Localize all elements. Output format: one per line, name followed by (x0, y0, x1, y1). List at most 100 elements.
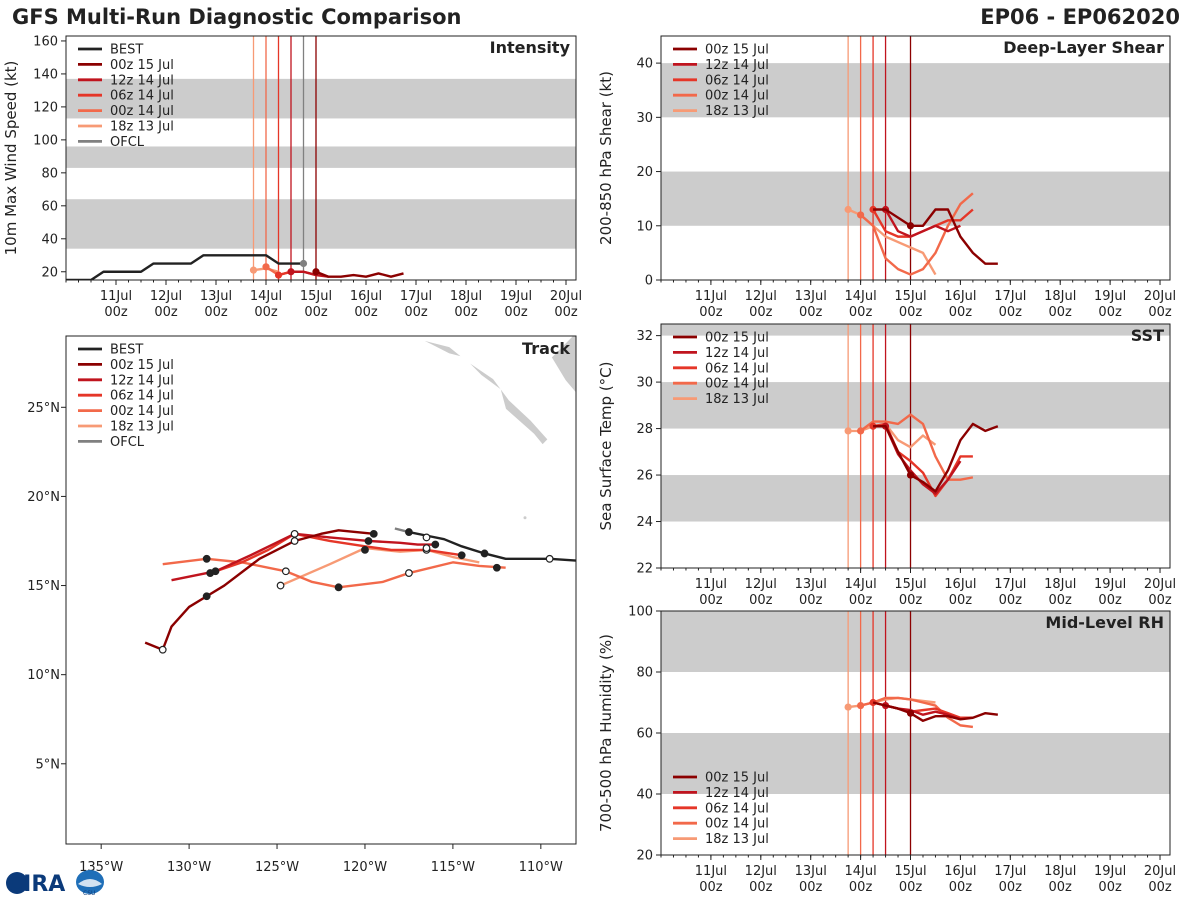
track-legend-label: 18z 13 Jul (110, 420, 174, 435)
track-legend-label: 00z 14 Jul (110, 404, 174, 419)
rh-xtick-label: 00z (1049, 880, 1073, 895)
track-marker (211, 567, 220, 576)
track-marker (276, 581, 285, 590)
rh-title: Mid-Level RH (1045, 613, 1164, 632)
shear-ytick-label: 10 (636, 219, 653, 234)
sst-plot-area (661, 324, 1170, 568)
track-marker (422, 544, 431, 553)
sst-xtick-label: 00z (949, 593, 973, 608)
sst-xtick-label: 19Jul (1094, 577, 1126, 592)
rh-xtick-label: 00z (749, 880, 773, 895)
rh-xtick-label: 19Jul (1094, 864, 1126, 879)
track-marker (202, 592, 211, 601)
track-ytick-label: 20°N (27, 490, 60, 505)
intensity-xtick-label: 13Jul (200, 289, 232, 304)
intensity-band-2 (66, 78, 576, 119)
sst-legend-label: 06z 14 Jul (705, 361, 769, 376)
storm-id: EP06 - EP062020 (980, 5, 1180, 29)
sst-xtick-label: 00z (899, 593, 923, 608)
intensity-series-line (66, 254, 304, 280)
shear-xtick-label: 17Jul (994, 289, 1026, 304)
rh-ytick-label: 80 (636, 666, 653, 681)
rh-panel: 11Jul00z12Jul00z13Jul00z14Jul00z15Jul00z… (597, 605, 1176, 896)
intensity-ytick-label: 140 (33, 67, 58, 82)
track-legend-label: OFCL (110, 435, 145, 450)
track-legend-label: 06z 14 Jul (110, 389, 174, 404)
track-title: Track (522, 339, 570, 358)
shear-series-line (859, 192, 974, 276)
intensity-legend-label: BEST (110, 43, 143, 58)
sst-xtick-label: 00z (999, 593, 1023, 608)
shear-legend-label: 00z 14 Jul (705, 89, 769, 104)
track-ytick-label: 25°N (27, 401, 60, 416)
sst-ylabel: Sea Surface Temp (°C) (597, 361, 615, 530)
shear-xtick-label: 00z (749, 305, 773, 320)
intensity-ytick-label: 160 (33, 34, 58, 49)
rh-band-1 (661, 611, 1170, 672)
track-marker (431, 540, 440, 549)
shear-xtick-label: 12Jul (745, 289, 777, 304)
sst-ytick-label: 30 (636, 376, 653, 391)
intensity-xtick-label: 12Jul (150, 289, 182, 304)
shear-legend-label: 18z 13 Jul (705, 104, 769, 119)
intensity-panel: 11Jul00z12Jul00z13Jul00z14Jul00z15Jul00z… (2, 34, 582, 320)
sst-ytick-label: 28 (636, 422, 653, 437)
logo-small-text: CSU (83, 890, 95, 897)
rh-xtick-label: 00z (699, 880, 723, 895)
shear-ytick-label: 20 (636, 165, 653, 180)
intensity-ytick-label: 80 (41, 166, 58, 181)
sst-xtick-label: 00z (1148, 593, 1172, 608)
intensity-series-marker (312, 268, 320, 276)
track-ytick-label: 10°N (27, 668, 60, 683)
track-line (209, 532, 462, 575)
rh-xtick-label: 00z (949, 880, 973, 895)
sst-series-marker (844, 427, 852, 435)
shear-legend-label: 12z 14 Jul (705, 58, 769, 73)
intensity-xtick-label: 00z (454, 305, 478, 320)
intensity-xtick-label: 15Jul (300, 289, 332, 304)
intensity-band-1 (66, 146, 576, 168)
shear-xtick-label: 00z (999, 305, 1023, 320)
rh-legend-label: 00z 15 Jul (705, 771, 769, 786)
rh-legend-label: 12z 14 Jul (705, 786, 769, 801)
rh-xtick-label: 16Jul (944, 864, 976, 879)
rh-xtick-label: 00z (1098, 880, 1122, 895)
track-marker (158, 645, 167, 654)
rh-series-marker (906, 709, 915, 717)
rh-xtick-label: 18Jul (1044, 864, 1076, 879)
sst-band-2 (661, 324, 1170, 336)
intensity-ytick-label: 60 (41, 199, 58, 214)
shear-legend-label: 00z 15 Jul (705, 43, 769, 58)
rh-series-marker (844, 703, 852, 711)
sst-series-marker (857, 427, 865, 435)
shear-xtick-label: 00z (899, 305, 923, 320)
shear-panel: 11Jul00z12Jul00z13Jul00z14Jul00z15Jul00z… (597, 35, 1176, 320)
sst-legend-label: 00z 14 Jul (705, 377, 769, 392)
track-line (280, 546, 480, 587)
intensity-xtick-label: 19Jul (500, 289, 532, 304)
intensity-plot-area (66, 36, 576, 280)
sst-legend-label: 00z 15 Jul (705, 331, 769, 346)
intensity-band-0 (66, 199, 576, 249)
track-line (144, 529, 374, 651)
track-marker (281, 567, 290, 576)
shear-xtick-label: 11Jul (695, 289, 727, 304)
track-legend-label: 12z 14 Jul (110, 373, 174, 388)
rh-xtick-label: 13Jul (795, 864, 827, 879)
sst-xtick-label: 00z (1098, 593, 1122, 608)
rh-ytick-label: 20 (636, 849, 653, 864)
track-xtick-label: 115°W (431, 860, 475, 875)
intensity-ylabel: 10m Max Wind Speed (kt) (2, 61, 20, 256)
intensity-legend-label: 12z 14 Jul (110, 73, 174, 88)
track-line (171, 532, 436, 582)
sst-title: SST (1131, 326, 1164, 345)
rh-xtick-label: 14Jul (844, 864, 876, 879)
rh-series-line (872, 701, 998, 722)
track-plot-area (144, 336, 576, 654)
shear-title: Deep-Layer Shear (1003, 38, 1164, 57)
sst-xtick-label: 13Jul (795, 577, 827, 592)
rh-ylabel: 700-500 hPa Humidity (%) (597, 634, 615, 832)
track-marker (457, 551, 466, 560)
shear-xtick-label: 00z (799, 305, 823, 320)
intensity-ytick-label: 40 (41, 232, 58, 247)
